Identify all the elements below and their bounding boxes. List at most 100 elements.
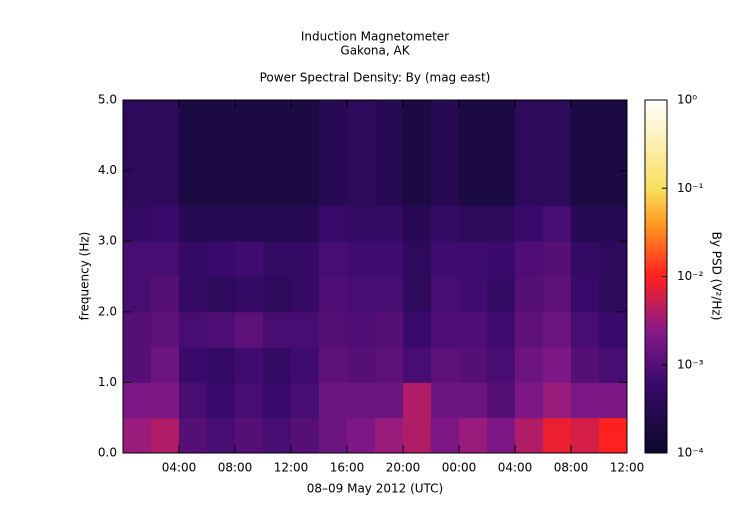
- heatmap-cell: [207, 276, 236, 313]
- heatmap-cell: [515, 241, 544, 277]
- heatmap-cell: [515, 311, 544, 348]
- heatmap-cell: [291, 347, 320, 383]
- heatmap-cell: [319, 170, 348, 207]
- heatmap-cell: [347, 205, 376, 242]
- heatmap-cell: [263, 170, 292, 207]
- heatmap-cell: [487, 241, 516, 277]
- y-tick-label: 2.0: [98, 304, 117, 318]
- y-tick-label: 5.0: [98, 93, 117, 107]
- heatmap-cell: [515, 135, 544, 172]
- heatmap-cell: [151, 205, 180, 242]
- heatmap-cell: [291, 135, 320, 172]
- heatmap-cell: [375, 135, 404, 172]
- heatmap-cell: [487, 382, 516, 419]
- heatmap-cell: [403, 205, 432, 242]
- heatmap-cell: [487, 311, 516, 348]
- heatmap-cell: [403, 347, 432, 383]
- heatmap-cell: [235, 382, 264, 419]
- heatmap-cell: [263, 347, 292, 383]
- heatmap-cell: [543, 170, 572, 207]
- heatmap-cell: [571, 276, 600, 313]
- heatmap-cell: [375, 311, 404, 348]
- heatmap-cell: [375, 205, 404, 242]
- heatmap-cell: [179, 417, 208, 454]
- heatmap-cell: [599, 135, 628, 172]
- heatmap: [123, 100, 628, 454]
- heatmap-cell: [403, 100, 432, 136]
- heatmap-cell: [487, 100, 516, 136]
- heatmap-cell: [571, 382, 600, 419]
- heatmap-cell: [431, 311, 460, 348]
- heatmap-cell: [487, 276, 516, 313]
- heatmap-cell: [207, 135, 236, 172]
- heatmap-cell: [543, 241, 572, 277]
- heatmap-cell: [123, 100, 152, 136]
- heatmap-cell: [599, 311, 628, 348]
- heatmap-cell: [207, 417, 236, 454]
- heatmap-cell: [403, 241, 432, 277]
- x-tick-label: 04:00: [162, 461, 197, 475]
- heatmap-cell: [123, 276, 152, 313]
- heatmap-cell: [151, 417, 180, 454]
- heatmap-cell: [599, 347, 628, 383]
- heatmap-cell: [375, 417, 404, 454]
- heatmap-cell: [291, 241, 320, 277]
- heatmap-cell: [347, 311, 376, 348]
- heatmap-cell: [123, 135, 152, 172]
- heatmap-cell: [543, 135, 572, 172]
- heatmap-cell: [291, 382, 320, 419]
- heatmap-cell: [319, 347, 348, 383]
- heatmap-cell: [431, 205, 460, 242]
- heatmap-cell: [207, 347, 236, 383]
- heatmap-cell: [179, 135, 208, 172]
- heatmap-cell: [459, 135, 488, 172]
- heatmap-cell: [123, 347, 152, 383]
- heatmap-cell: [375, 347, 404, 383]
- heatmap-cell: [459, 241, 488, 277]
- heatmap-cell: [431, 417, 460, 454]
- heatmap-cell: [375, 241, 404, 277]
- y-tick-label: 4.0: [98, 163, 117, 177]
- heatmap-cell: [235, 100, 264, 136]
- heatmap-cell: [179, 382, 208, 419]
- heatmap-cell: [431, 241, 460, 277]
- heatmap-cell: [319, 205, 348, 242]
- heatmap-cell: [599, 170, 628, 207]
- heatmap-cell: [235, 205, 264, 242]
- heatmap-cell: [459, 170, 488, 207]
- heatmap-cell: [599, 417, 628, 454]
- heatmap-cell: [179, 311, 208, 348]
- heatmap-cell: [291, 100, 320, 136]
- heatmap-cell: [179, 205, 208, 242]
- heatmap-cell: [235, 347, 264, 383]
- heatmap-cell: [263, 241, 292, 277]
- heatmap-cell: [599, 241, 628, 277]
- heatmap-cell: [599, 382, 628, 419]
- y-axis-label: frequency (Hz): [78, 232, 92, 321]
- heatmap-cell: [263, 311, 292, 348]
- heatmap-cell: [515, 382, 544, 419]
- heatmap-cell: [403, 417, 432, 454]
- heatmap-cell: [235, 417, 264, 454]
- heatmap-cell: [543, 311, 572, 348]
- heatmap-cell: [263, 100, 292, 136]
- heatmap-cell: [235, 311, 264, 348]
- heatmap-cell: [179, 276, 208, 313]
- heatmap-cell: [403, 382, 432, 419]
- heatmap-cell: [123, 311, 152, 348]
- heatmap-cell: [319, 382, 348, 419]
- heatmap-cell: [459, 382, 488, 419]
- heatmap-cell: [347, 417, 376, 454]
- heatmap-cell: [375, 382, 404, 419]
- y-tick-label: 1.0: [98, 375, 117, 389]
- heatmap-cell: [571, 170, 600, 207]
- heatmap-cell: [375, 170, 404, 207]
- heatmap-cell: [151, 347, 180, 383]
- heatmap-cell: [319, 241, 348, 277]
- heatmap-cell: [207, 241, 236, 277]
- heatmap-cell: [571, 100, 600, 136]
- heatmap-cell: [123, 205, 152, 242]
- heatmap-cell: [291, 205, 320, 242]
- colorbar-tick-label: 10⁻⁴: [677, 446, 704, 460]
